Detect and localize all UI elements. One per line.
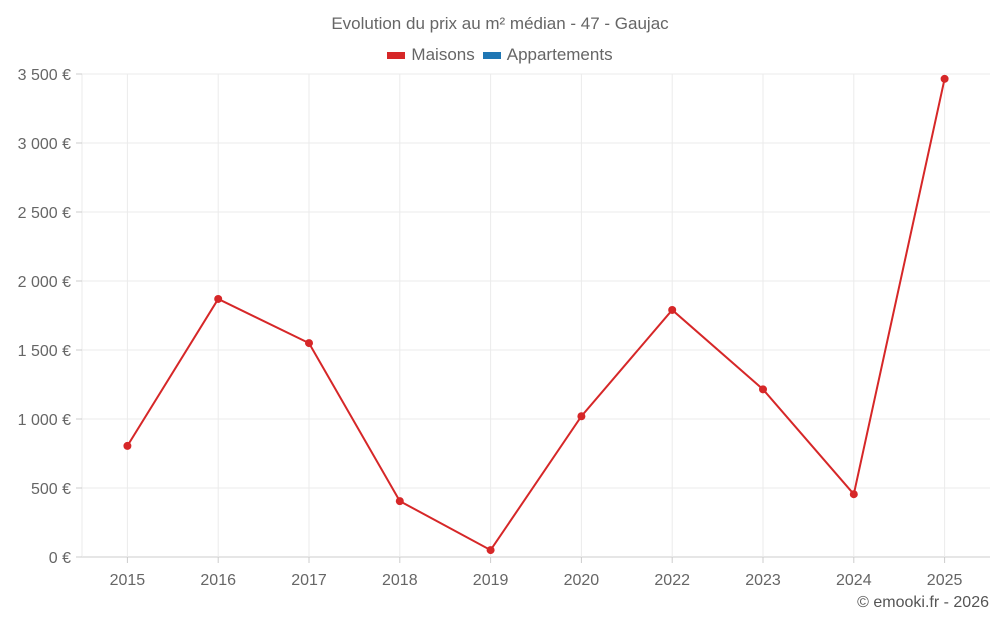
data-point-marker[interactable] (123, 441, 132, 450)
series-maisons (123, 74, 949, 555)
y-axis: 0 € 500 € 1 000 € 1 500 € 2 000 € 2 500 € 3 00… (18, 67, 82, 567)
x-tick-label: 2023 (745, 572, 781, 589)
y-tick-label: 1 500 € (18, 343, 71, 360)
y-tick-label: 2 000 € (18, 274, 71, 291)
legend-swatch-appartements-icon (482, 51, 501, 59)
legend-item-appartements[interactable]: Appartements (482, 45, 613, 65)
x-tick-label: 2015 (110, 572, 146, 589)
grid-lines (81, 73, 990, 558)
data-point-marker[interactable] (486, 546, 495, 555)
data-point-marker[interactable] (395, 497, 404, 506)
legend-label-maisons: Maisons (411, 45, 475, 64)
y-tick-label: 500 € (31, 481, 71, 498)
data-point-marker[interactable] (305, 339, 313, 348)
legend-swatch-maisons-icon (387, 51, 406, 59)
legend-item-maisons[interactable]: Maisons (387, 45, 475, 65)
x-tick-label: 2025 (927, 572, 963, 589)
x-tick-label: 2018 (382, 572, 418, 589)
x-tick-label: 2022 (654, 572, 690, 589)
x-tick-label: 2017 (291, 572, 327, 589)
y-tick-label: 3 000 € (18, 136, 71, 153)
y-tick-label: 1 000 € (18, 412, 71, 429)
data-point-marker[interactable] (214, 294, 223, 303)
data-point-marker[interactable] (849, 490, 858, 499)
x-tick-label: 2024 (836, 572, 872, 589)
legend-label-appartements: Appartements (506, 45, 613, 64)
data-point-marker[interactable] (577, 412, 586, 421)
x-tick-label: 2016 (200, 572, 236, 589)
x-axis: 2015 2016 2017 2018 2019 2020 2022 2023 2024 2025 (110, 557, 963, 589)
chart-title: Evolution du prix au m² médian - 47 - Ga… (331, 14, 669, 33)
data-point-marker[interactable] (759, 385, 767, 394)
x-tick-label: 2020 (564, 572, 600, 589)
y-tick-label: 2 500 € (18, 205, 71, 222)
y-tick-label: 3 500 € (18, 67, 71, 84)
copyright-credit: © emooki.fr - 2026 (857, 594, 989, 611)
data-point-marker[interactable] (940, 74, 949, 83)
chart-legend: Maisons Appartements (0, 45, 1000, 65)
y-tick-label: 0 € (49, 550, 71, 567)
data-point-marker[interactable] (668, 305, 677, 314)
x-tick-label: 2019 (473, 572, 509, 589)
